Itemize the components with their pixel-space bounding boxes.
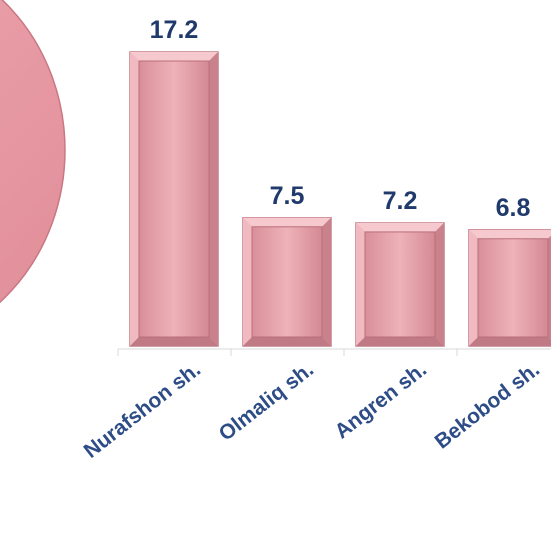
data-label: 7.2	[383, 187, 418, 215]
category-label: Angren sh.	[330, 358, 431, 444]
bar	[242, 217, 332, 347]
data-label: 7.5	[270, 182, 305, 210]
bar	[129, 51, 219, 347]
category-label: Olmaliq sh.	[215, 358, 318, 446]
x-axis-ticks	[117, 349, 458, 356]
data-label: 6.8	[496, 194, 531, 222]
category-label: Bekobod sh.	[431, 358, 544, 454]
data-label: 17.2	[150, 16, 199, 44]
category-label: Nurafshon sh.	[80, 358, 205, 463]
category-labels: Nurafshon sh. Olmaliq sh. Angren sh. Bekobo…	[80, 358, 544, 463]
bar	[468, 229, 551, 347]
decorative-circle	[0, 0, 66, 304]
bar	[355, 222, 445, 347]
value-labels: 17.2 7.5 7.2 6.8	[150, 16, 531, 222]
bars	[129, 51, 551, 347]
